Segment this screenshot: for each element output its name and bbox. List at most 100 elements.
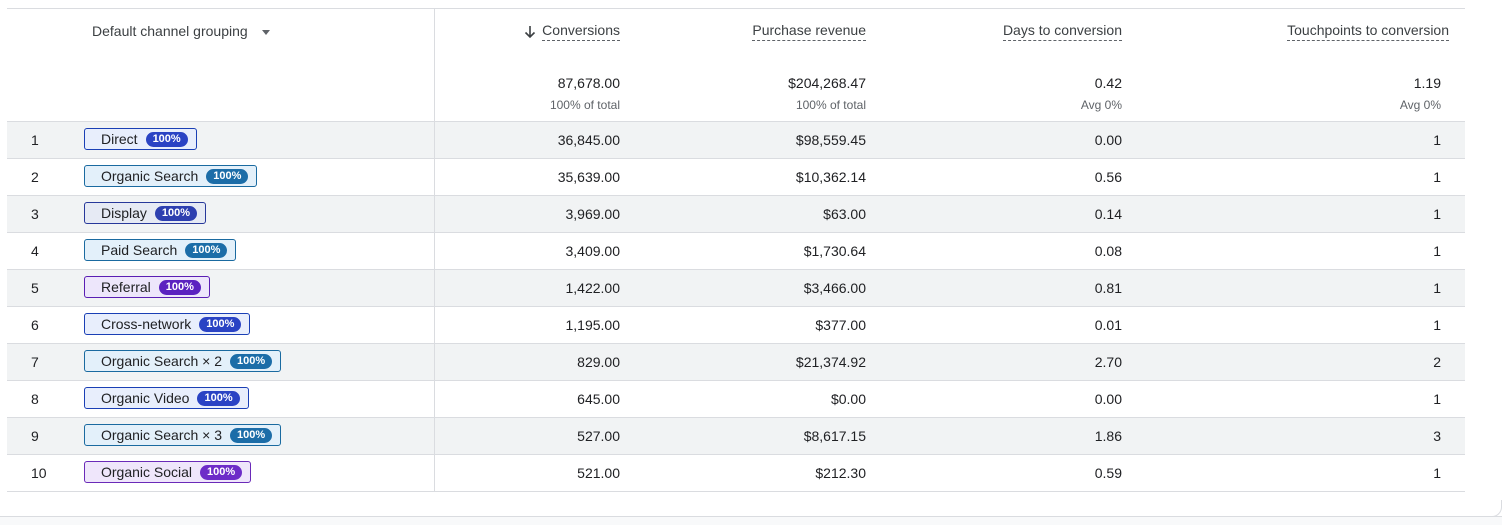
conversions-cell: 1,195.00 xyxy=(565,317,621,333)
days-to-conversion-cell: 0.08 xyxy=(1094,243,1122,259)
channel-percent-badge: 100% xyxy=(154,205,198,221)
channel-chip[interactable]: Display 100% xyxy=(84,202,207,224)
channel-label: Organic Search xyxy=(101,168,199,184)
channel-chip[interactable]: Organic Search 100% xyxy=(84,165,258,187)
purchase-revenue-cell: $1,730.64 xyxy=(803,243,866,259)
conversion-paths-table: Default channel grouping Conversions Pur… xyxy=(7,9,1465,492)
purchase-revenue-cell: $377.00 xyxy=(815,317,866,333)
metric-label: Days to conversion xyxy=(1002,22,1122,41)
metric-label: Touchpoints to conversion xyxy=(1287,22,1449,41)
touchpoints-cell: 1 xyxy=(1433,465,1441,481)
table-row[interactable]: 2 Organic Search 100% 35,639.00 $10,362.14 0.… xyxy=(7,159,1465,196)
caret-down-icon xyxy=(261,29,270,35)
channel-label: Referral xyxy=(101,279,151,295)
touchpoints-cell: 1 xyxy=(1433,391,1441,407)
days-to-conversion-cell: 0.81 xyxy=(1094,280,1122,296)
days-to-conversion-cell: 0.14 xyxy=(1094,206,1122,222)
purchase-revenue-cell: $0.00 xyxy=(830,391,866,407)
conversions-cell: 36,845.00 xyxy=(557,132,620,148)
conversions-cell: 35,639.00 xyxy=(557,169,620,185)
row-number: 9 xyxy=(31,428,39,444)
channel-label: Organic Search × 3 xyxy=(101,427,223,443)
column-divider xyxy=(434,9,435,491)
row-number: 10 xyxy=(31,465,47,481)
total-purchase-revenue: $204,268.47 xyxy=(788,75,866,91)
channel-percent-badge: 100% xyxy=(230,353,273,369)
table-row[interactable]: 9 Organic Search × 3 100% 527.00 $8,617.15 1.… xyxy=(7,418,1465,455)
conversions-cell: 1,422.00 xyxy=(565,280,621,296)
total-conversions: 87,678.00 xyxy=(557,75,620,91)
metric-header-touchpoints[interactable]: Touchpoints to conversion xyxy=(1287,22,1449,41)
channel-label: Cross-network xyxy=(101,316,192,332)
metric-header-days-to-conversion[interactable]: Days to conversion xyxy=(1002,22,1122,41)
dimension-label: Default channel grouping xyxy=(92,23,248,39)
total-days-to-conversion: 0.42 xyxy=(1094,75,1122,91)
bottom-divider xyxy=(0,516,1502,517)
channel-percent-badge: 100% xyxy=(185,242,228,258)
channel-label: Organic Social xyxy=(101,464,193,480)
touchpoints-cell: 2 xyxy=(1433,354,1441,370)
channel-chip[interactable]: Cross-network 100% xyxy=(84,313,251,335)
conversions-cell: 3,969.00 xyxy=(565,206,621,222)
touchpoints-cell: 1 xyxy=(1433,206,1441,222)
channel-chip[interactable]: Organic Video 100% xyxy=(84,387,249,409)
table-row[interactable]: 3 Display 100% 3,969.00 $63.00 0.14 1 xyxy=(7,196,1465,233)
total-purchase-revenue-sub: 100% of total xyxy=(795,98,866,112)
scroll-corner xyxy=(1487,500,1502,517)
channel-chip[interactable]: Paid Search 100% xyxy=(84,239,237,261)
row-number: 4 xyxy=(31,243,39,259)
dimension-selector[interactable]: Default channel grouping xyxy=(92,23,270,39)
touchpoints-cell: 1 xyxy=(1433,243,1441,259)
channel-chip[interactable]: Direct 100% xyxy=(84,128,197,150)
touchpoints-cell: 1 xyxy=(1433,280,1441,296)
table-row[interactable]: 7 Organic Search × 2 100% 829.00 $21,374.92 2… xyxy=(7,344,1465,381)
channel-chip[interactable]: Referral 100% xyxy=(84,276,210,298)
purchase-revenue-cell: $21,374.92 xyxy=(795,354,866,370)
channel-chip[interactable]: Organic Search × 2 100% xyxy=(84,350,282,372)
touchpoints-cell: 1 xyxy=(1433,317,1441,333)
channel-percent-badge: 100% xyxy=(230,427,273,443)
purchase-revenue-cell: $3,466.00 xyxy=(803,280,866,296)
metric-header-purchase-revenue[interactable]: Purchase revenue xyxy=(752,22,866,41)
table-row[interactable]: 10 Organic Social 100% 521.00 $212.30 0.59 1 xyxy=(7,455,1465,492)
days-to-conversion-cell: 0.01 xyxy=(1094,317,1122,333)
conversions-cell: 527.00 xyxy=(577,428,620,444)
purchase-revenue-cell: $212.30 xyxy=(815,465,866,481)
table-row[interactable]: 5 Referral 100% 1,422.00 $3,466.00 0.81 1 xyxy=(7,270,1465,307)
purchase-revenue-cell: $8,617.15 xyxy=(803,428,866,444)
days-to-conversion-cell: 0.00 xyxy=(1094,391,1122,407)
table-top-border xyxy=(7,8,1465,9)
channel-percent-badge: 100% xyxy=(199,316,242,332)
channel-chip[interactable]: Organic Search × 3 100% xyxy=(84,424,282,446)
table-row[interactable]: 1 Direct 100% 36,845.00 $98,559.45 0.00 1 xyxy=(7,122,1465,159)
table-header: Default channel grouping Conversions Pur… xyxy=(7,9,1465,122)
table-row[interactable]: 8 Organic Video 100% 645.00 $0.00 0.00 1 xyxy=(7,381,1465,418)
conversions-cell: 829.00 xyxy=(577,354,620,370)
total-touchpoints-sub: Avg 0% xyxy=(1399,98,1441,112)
arrow-down-icon xyxy=(525,25,536,38)
row-number: 3 xyxy=(31,206,39,222)
channel-label: Organic Search × 2 xyxy=(101,353,223,369)
table-row[interactable]: 6 Cross-network 100% 1,195.00 $377.00 0.01 1 xyxy=(7,307,1465,344)
row-number: 1 xyxy=(31,132,39,148)
days-to-conversion-cell: 0.00 xyxy=(1094,132,1122,148)
row-number: 7 xyxy=(31,354,39,370)
conversions-cell: 521.00 xyxy=(577,465,620,481)
channel-chip[interactable]: Organic Social 100% xyxy=(84,461,252,483)
touchpoints-cell: 1 xyxy=(1433,169,1441,185)
metric-label: Conversions xyxy=(542,22,620,41)
table-row[interactable]: 4 Paid Search 100% 3,409.00 $1,730.64 0.08 1 xyxy=(7,233,1465,270)
channel-label: Direct xyxy=(101,131,138,147)
channel-percent-badge: 100% xyxy=(200,464,243,480)
days-to-conversion-cell: 0.56 xyxy=(1094,169,1122,185)
channel-label: Paid Search xyxy=(101,242,178,258)
channel-percent-badge: 100% xyxy=(197,390,240,406)
conversions-cell: 645.00 xyxy=(577,391,620,407)
purchase-revenue-cell: $63.00 xyxy=(823,206,866,222)
touchpoints-cell: 1 xyxy=(1433,132,1441,148)
purchase-revenue-cell: $10,362.14 xyxy=(795,169,866,185)
bottom-bar xyxy=(0,517,1502,525)
touchpoints-cell: 3 xyxy=(1433,428,1441,444)
metric-header-conversions[interactable]: Conversions xyxy=(524,22,620,41)
